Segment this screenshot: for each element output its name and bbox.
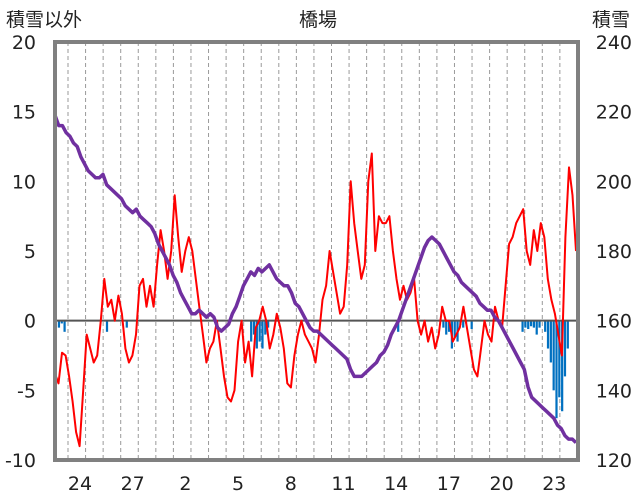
y-tick-label-left: 15: [12, 102, 36, 124]
y-tick-label-left: 20: [12, 32, 36, 54]
precipitation-bar: [442, 320, 445, 328]
y-tick-label-left: -5: [17, 380, 36, 402]
precipitation-bar: [527, 320, 530, 330]
series-line-temperature: [54, 152, 577, 448]
y-tick-label-right: 220: [596, 102, 632, 124]
precipitation-bar: [521, 320, 524, 332]
precipitation-bar: [63, 320, 66, 332]
y-tick-label-right: 180: [596, 241, 632, 263]
y-ticks-left: 20 15 10 5 0 -5 -10: [5, 32, 36, 472]
precipitation-bar: [535, 320, 538, 335]
precipitation-bar: [524, 320, 527, 328]
precipitation-bar: [546, 320, 550, 349]
precipitation-bar: [261, 320, 264, 349]
precipitation-bar: [555, 320, 558, 419]
x-tick-label: 20: [490, 473, 514, 495]
x-tick-label: 17: [437, 473, 461, 495]
precipitation-bar: [447, 320, 451, 332]
grid: [67, 42, 578, 460]
y-axis-label-right: 積雪: [592, 9, 630, 31]
precipitation-bar: [453, 320, 456, 338]
y-tick-label-right: 120: [596, 450, 632, 472]
precipitation-bar: [563, 320, 567, 377]
precipitation-bar: [397, 320, 400, 332]
y-tick-label-left: 10: [12, 171, 36, 193]
precipitation-bar: [566, 320, 569, 349]
x-tick-label: 2: [179, 473, 191, 495]
precipitation-bar: [549, 320, 552, 363]
precipitation-bar: [125, 320, 128, 328]
x-tick-label: 24: [68, 473, 92, 495]
precipitation-bar: [561, 320, 564, 412]
precipitation-bar: [57, 320, 61, 328]
x-tick-label: 5: [232, 473, 244, 495]
precipitation-bar: [255, 320, 258, 349]
plot-frame: [53, 40, 580, 462]
y-tick-label-left: 0: [24, 311, 36, 333]
precipitation-bar: [250, 320, 253, 342]
x-tick-label: 23: [542, 473, 566, 495]
y-tick-label-left: 5: [24, 241, 36, 263]
precipitation-bar: [558, 320, 561, 398]
precipitation-bar: [462, 320, 465, 328]
chart-title: 橋場: [299, 9, 337, 31]
x-ticks: 24 27 2 5 8 11 14 17 20 23: [68, 473, 566, 495]
x-tick-label: 14: [384, 473, 408, 495]
y-tick-label-right: 200: [596, 171, 632, 193]
precipitation-bar: [532, 320, 535, 328]
y-ticks-right: 240 220 200 180 160 140 120: [596, 32, 632, 472]
precipitation-bar: [252, 320, 256, 335]
series-line-snow-depth: [53, 114, 578, 444]
y-tick-label-right: 140: [596, 380, 632, 402]
precipitation-bar: [60, 320, 63, 324]
precipitation-bar: [258, 320, 261, 342]
y-tick-label-left: -10: [5, 450, 36, 472]
precipitation-bar: [552, 320, 555, 391]
y-axis-label-left: 積雪以外: [6, 9, 82, 31]
precipitation-bar: [445, 320, 448, 335]
x-tick-label: 11: [331, 473, 355, 495]
precipitation-bar: [544, 320, 547, 332]
precipitation-bar: [264, 320, 267, 335]
precipitation-bar: [267, 320, 270, 328]
precipitation-bar: [470, 320, 473, 330]
precipitation-bar: [529, 320, 533, 327]
x-tick-label: 8: [285, 473, 297, 495]
y-tick-label-right: 240: [596, 32, 632, 54]
precipitation-bar: [105, 320, 109, 332]
precipitation-bar: [538, 320, 541, 328]
x-tick-label: 27: [121, 473, 145, 495]
y-tick-label-right: 160: [596, 311, 632, 333]
